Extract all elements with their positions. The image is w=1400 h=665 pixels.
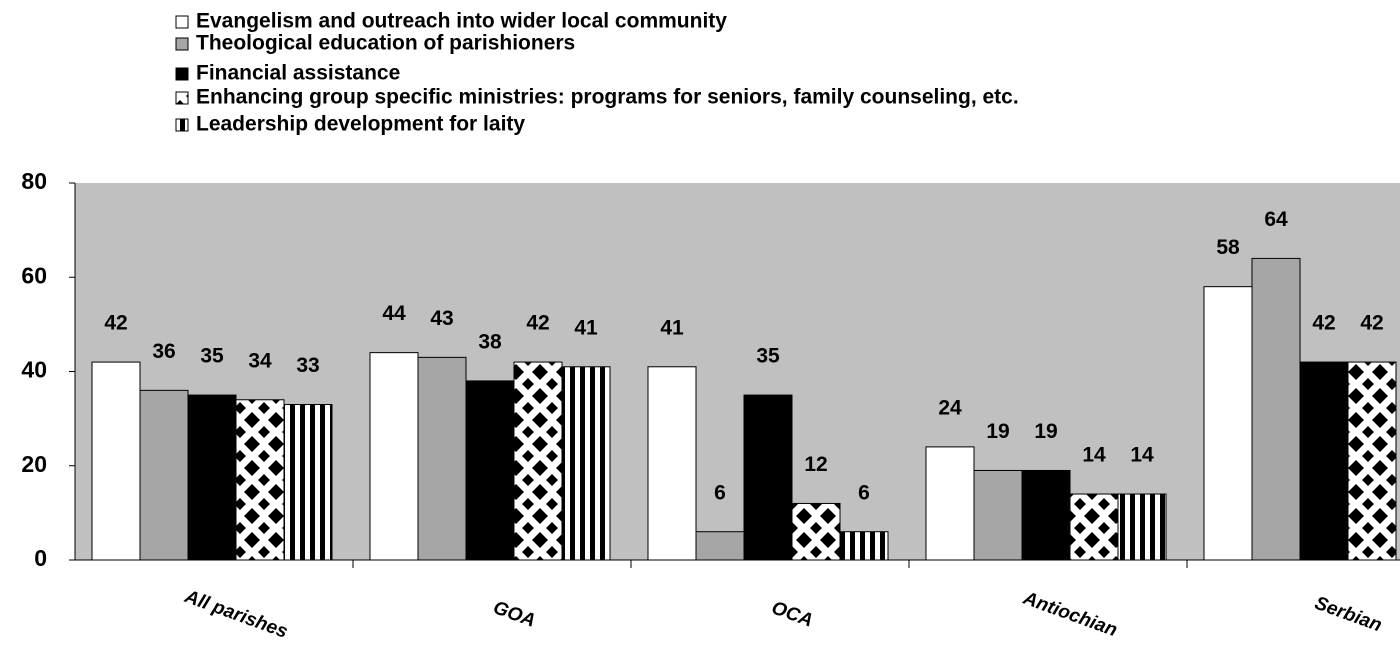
value-label: 35: [200, 345, 224, 368]
y-tick-label: 0: [34, 545, 47, 571]
legend-label: Leadership development for laity: [196, 113, 525, 136]
bar: [925, 446, 975, 561]
bar: [1117, 493, 1167, 561]
legend-swatch: [175, 91, 189, 105]
bar: [91, 361, 141, 561]
x-tick-label: Antiochian: [1020, 588, 1120, 642]
bar: [235, 399, 285, 561]
value-label: 42: [1360, 312, 1383, 335]
value-label: 38: [478, 330, 502, 353]
bar: [743, 394, 793, 561]
legend-swatch: [175, 15, 189, 29]
bar: [1347, 361, 1397, 561]
bar: [417, 356, 467, 561]
y-tick-label: 60: [21, 262, 47, 288]
legend-swatch: [175, 37, 189, 51]
bar: [139, 389, 189, 561]
x-tick-label: Serbian: [1312, 593, 1385, 637]
x-tick-label: All parishes: [181, 586, 290, 643]
legend-label: Enhancing group specific ministries: pro…: [196, 86, 1019, 109]
bar: [1203, 286, 1253, 561]
bar: [187, 394, 237, 561]
bar: [1069, 493, 1119, 561]
bar: [513, 361, 563, 561]
value-label: 58: [1216, 236, 1240, 259]
legend-swatch: [175, 67, 189, 81]
x-tick-label: GOA: [490, 597, 538, 632]
value-label: 42: [104, 312, 127, 335]
value-label: 6: [714, 481, 726, 504]
bar: [973, 469, 1023, 561]
y-tick-label: 40: [21, 357, 47, 383]
x-tick-label: OCA: [769, 597, 816, 631]
bar: [839, 531, 889, 561]
value-label: 35: [756, 345, 780, 368]
value-label: 12: [804, 453, 827, 476]
legend-swatch: [175, 118, 189, 132]
value-label: 24: [938, 396, 962, 419]
value-label: 42: [1312, 312, 1335, 335]
bar: [695, 531, 745, 561]
value-label: 6: [858, 481, 870, 504]
value-label: 42: [526, 312, 549, 335]
bar: [369, 352, 419, 561]
bar: [465, 380, 515, 561]
legend-label: Evangelism and outreach into wider local…: [196, 10, 727, 33]
value-label: 34: [248, 349, 272, 372]
value-label: 19: [986, 420, 1009, 443]
legend-label: Financial assistance: [196, 62, 400, 85]
value-label: 14: [1130, 444, 1154, 467]
bar: [647, 366, 697, 561]
value-label: 41: [574, 316, 598, 339]
bar: [283, 403, 333, 561]
bar: [791, 502, 841, 561]
y-tick-label: 20: [21, 451, 47, 477]
value-label: 33: [296, 354, 319, 377]
bar: [1251, 257, 1301, 561]
bar: [561, 366, 611, 561]
value-label: 44: [382, 302, 406, 325]
bar: [1299, 361, 1349, 561]
value-label: 43: [430, 307, 453, 330]
value-label: 64: [1264, 208, 1288, 231]
value-label: 36: [152, 340, 175, 363]
legend-label: Theological education of parishioners: [196, 32, 575, 55]
value-label: 19: [1034, 420, 1057, 443]
bar: [1021, 469, 1071, 561]
value-label: 14: [1082, 444, 1106, 467]
y-tick-label: 80: [21, 168, 47, 194]
value-label: 41: [660, 316, 684, 339]
